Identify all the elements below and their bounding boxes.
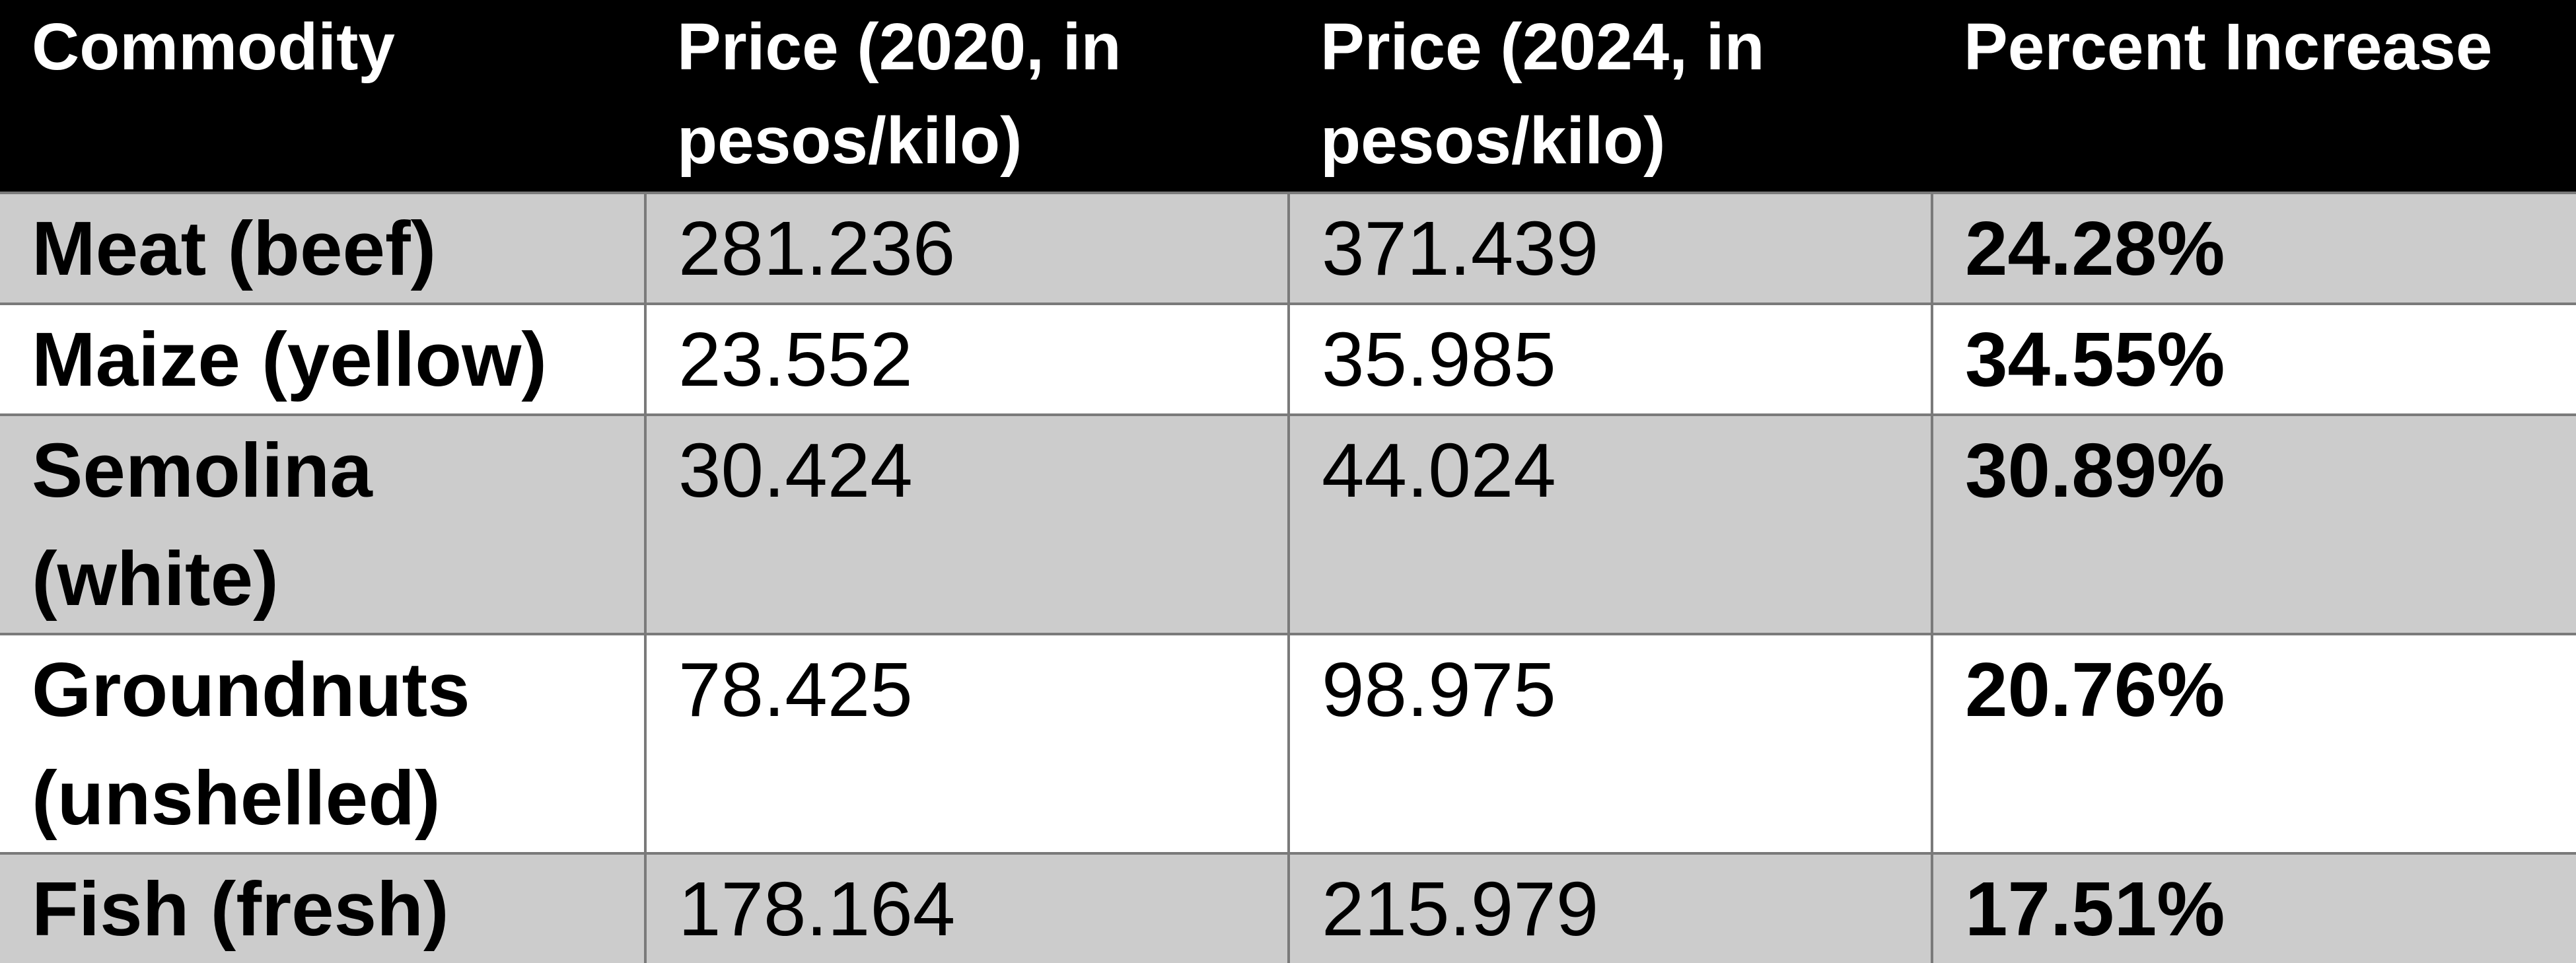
table-row: Fish (fresh) 178.164 215.979 17.51% [0, 852, 2576, 963]
price-2024-cell: 44.024 [1287, 413, 1932, 634]
header-commodity: Commodity [32, 10, 395, 84]
commodity-cell: Fish (fresh) [0, 852, 645, 963]
price-2020-cell: 78.425 [644, 633, 1289, 853]
commodity-cell: Semolina (white) [0, 413, 645, 634]
price-2020-cell: 281.236 [644, 192, 1289, 304]
price-2024-cell: 35.985 [1287, 303, 1932, 415]
header-row: Commodity Price (2020, in pesos/kilo) Pr… [0, 0, 2576, 193]
commodity-cell: Maize (yellow) [0, 303, 645, 415]
price-2020-cell: 30.424 [644, 413, 1289, 634]
price-2020-cell: 23.552 [644, 303, 1289, 415]
table-row: Meat (beef) 281.236 371.439 24.28% [0, 192, 2576, 304]
table-row: Groundnuts (unshelled) 78.425 98.975 20.… [0, 633, 2576, 853]
percent-increase-cell: 24.28% [1931, 192, 2576, 304]
price-2024-cell: 371.439 [1287, 192, 1932, 304]
price-2020-cell: 178.164 [644, 852, 1289, 963]
header-price-2024: Price (2024, in pesos/kilo) [1320, 10, 1765, 178]
commodity-cell: Groundnuts (unshelled) [0, 633, 645, 853]
price-2024-cell: 98.975 [1287, 633, 1932, 853]
table-row: Maize (yellow) 23.552 35.985 34.55% [0, 303, 2576, 415]
percent-increase-cell: 30.89% [1931, 413, 2576, 634]
price-2024-cell: 215.979 [1287, 852, 1932, 963]
header-price-2020: Price (2020, in pesos/kilo) [677, 10, 1122, 178]
table-row: Semolina (white) 30.424 44.024 30.89% [0, 413, 2576, 634]
commodity-cell: Meat (beef) [0, 192, 645, 304]
header-percent-increase: Percent Increase [1964, 10, 2493, 84]
percent-increase-cell: 17.51% [1931, 852, 2576, 963]
percent-increase-cell: 34.55% [1931, 303, 2576, 415]
percent-increase-cell: 20.76% [1931, 633, 2576, 853]
